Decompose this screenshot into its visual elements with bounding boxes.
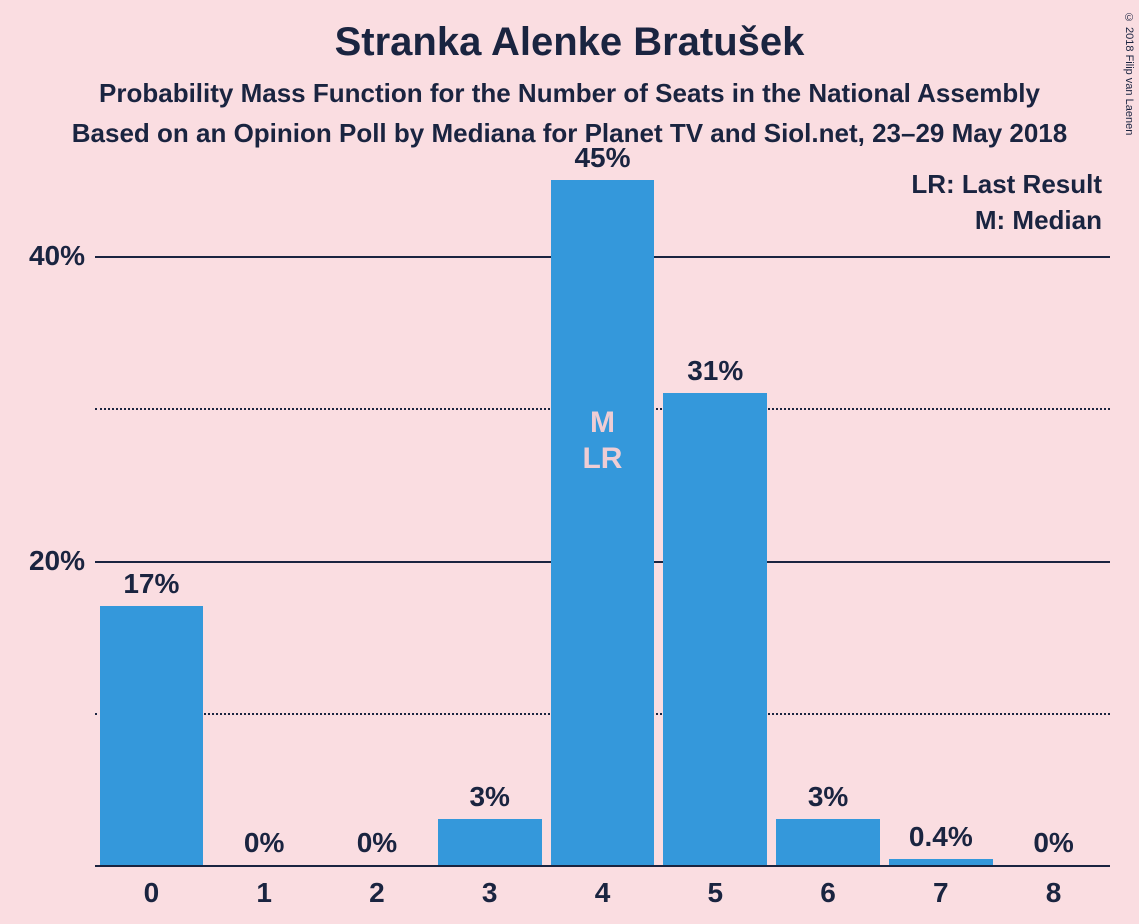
bar-value-label: 31% bbox=[653, 355, 777, 387]
copyright-text: © 2018 Filip van Laenen bbox=[1123, 12, 1135, 135]
y-tick-label: 20% bbox=[5, 545, 85, 577]
x-tick-label: 0 bbox=[100, 877, 204, 909]
bar-value-label: 0.4% bbox=[879, 821, 1003, 853]
x-tick-label: 1 bbox=[212, 877, 316, 909]
chart-title: Stranka Alenke Bratušek bbox=[0, 20, 1139, 65]
bar-value-label: 3% bbox=[766, 781, 890, 813]
bar bbox=[776, 819, 880, 865]
bar bbox=[100, 606, 204, 865]
x-tick-label: 7 bbox=[889, 877, 993, 909]
x-tick-label: 4 bbox=[551, 877, 655, 909]
y-tick-label: 40% bbox=[5, 240, 85, 272]
x-tick-label: 6 bbox=[776, 877, 880, 909]
legend-line: LR: Last Result bbox=[911, 169, 1102, 200]
bar-value-label: 0% bbox=[202, 827, 326, 859]
bar-value-label: 45% bbox=[541, 142, 665, 174]
x-tick-label: 3 bbox=[438, 877, 542, 909]
bar-value-label: 0% bbox=[992, 827, 1116, 859]
x-axis-baseline bbox=[95, 865, 1110, 867]
bar-annotation: M bbox=[551, 406, 655, 440]
legend-line: M: Median bbox=[975, 205, 1102, 236]
x-tick-label: 5 bbox=[663, 877, 767, 909]
bar-annotation: LR bbox=[551, 442, 655, 476]
x-tick-label: 2 bbox=[325, 877, 429, 909]
bar bbox=[438, 819, 542, 865]
bar bbox=[663, 393, 767, 865]
plot-area: 20%40%17%00%10%23%345%4MLR31%53%60.4%70%… bbox=[95, 165, 1110, 865]
bar-value-label: 3% bbox=[428, 781, 552, 813]
bar-value-label: 0% bbox=[315, 827, 439, 859]
bar-value-label: 17% bbox=[90, 568, 214, 600]
x-tick-label: 8 bbox=[1002, 877, 1106, 909]
bar-annotation-group: MLR bbox=[551, 180, 655, 865]
chart-container: Stranka Alenke Bratušek Probability Mass… bbox=[0, 0, 1139, 924]
chart-subtitle-1: Probability Mass Function for the Number… bbox=[0, 78, 1139, 109]
bar bbox=[889, 859, 993, 865]
